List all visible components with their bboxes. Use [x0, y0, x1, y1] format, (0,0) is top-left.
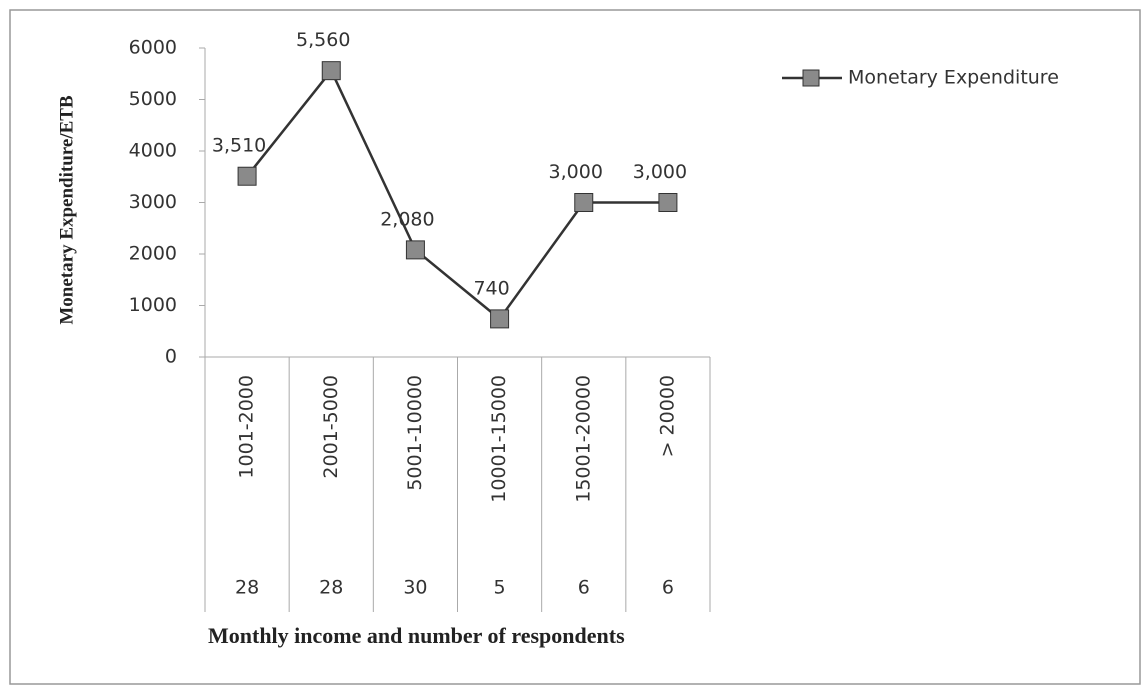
- marker: [405, 240, 425, 260]
- y-tick-label: 5000: [129, 88, 177, 110]
- category-count: 28: [319, 577, 343, 599]
- x-tick-label: 2001-5000: [320, 375, 342, 479]
- legend-label: Monetary Expenditure: [848, 67, 1059, 89]
- x-axis-title: Monthly income and number of respondents: [208, 623, 625, 648]
- marker: [321, 61, 341, 81]
- y-tick-label: 4000: [129, 140, 177, 162]
- x-tick-label: > 20000: [656, 375, 678, 457]
- category-count: 6: [662, 577, 674, 599]
- y-tick-label: 3000: [129, 191, 177, 213]
- legend-marker: [802, 69, 820, 87]
- y-axis-title: Monetary Expenditure/ETB: [56, 95, 77, 325]
- category-count: 5: [494, 577, 506, 599]
- y-tick-label: 6000: [129, 37, 177, 59]
- data-label: 3,510: [212, 135, 266, 157]
- y-tick-label: 0: [165, 346, 177, 368]
- data-label: 5,560: [296, 29, 350, 51]
- data-label: 740: [473, 277, 509, 299]
- marker: [490, 309, 510, 329]
- marker: [658, 193, 678, 212]
- marker: [237, 166, 257, 186]
- x-tick-label: 10001-15000: [488, 375, 510, 503]
- category-count: 30: [403, 577, 427, 599]
- data-label: 2,080: [380, 208, 434, 230]
- data-label: 3,000: [549, 161, 603, 183]
- y-tick-label: 1000: [129, 294, 177, 316]
- line: [246, 68, 668, 321]
- x-tick-label: 15001-20000: [572, 375, 594, 503]
- data-label: 3,000: [633, 161, 687, 183]
- category-count: 28: [235, 577, 259, 599]
- marker: [574, 193, 594, 212]
- x-tick-label: 5001-10000: [404, 375, 426, 491]
- category-count: 6: [578, 577, 590, 599]
- y-tick-label: 2000: [129, 243, 177, 265]
- x-tick-label: 1001-2000: [236, 375, 258, 479]
- frame: [9, 9, 1141, 685]
